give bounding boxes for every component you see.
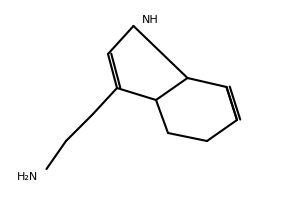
Text: NH: NH xyxy=(142,15,158,25)
Text: H₂N: H₂N xyxy=(16,172,38,182)
